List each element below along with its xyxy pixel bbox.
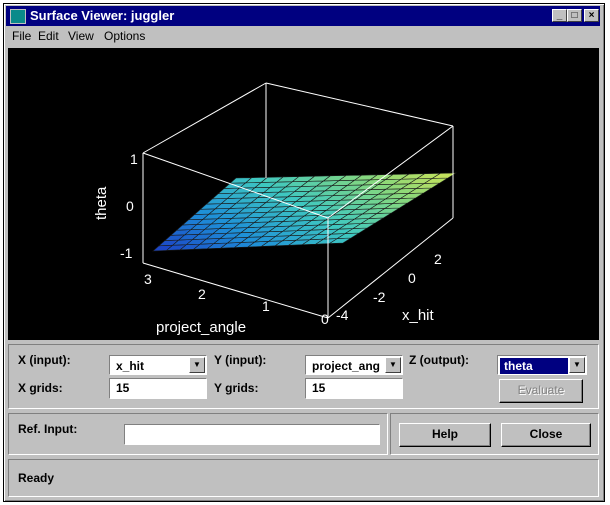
menu-edit[interactable]: Edit: [38, 29, 59, 43]
z-output-value: theta: [500, 358, 568, 374]
menu-view[interactable]: View: [68, 29, 94, 43]
axes-box: [142, 82, 454, 319]
ref-input-panel: Ref. Input:: [8, 413, 388, 455]
maximize-button[interactable]: □: [567, 9, 582, 22]
title-bar[interactable]: Surface Viewer: juggler _ □ ×: [6, 6, 600, 26]
box-edge: [142, 82, 267, 154]
z-tick-label: 0: [126, 198, 134, 214]
app-icon: [10, 9, 26, 24]
z-output-label: Z (output):: [409, 353, 469, 367]
box-edge: [327, 125, 454, 219]
button-panel: Help Close: [390, 413, 599, 455]
status-bar: Ready: [8, 459, 599, 497]
help-button[interactable]: Help: [399, 423, 491, 447]
surface-plot-area[interactable]: 1 0 -1 3 2 1 0 -4 -2 0 2 project_angle x…: [8, 48, 599, 340]
x-axis-label: project_angle: [156, 319, 246, 336]
window-title: Surface Viewer: juggler: [30, 8, 175, 23]
menu-options[interactable]: Options: [104, 29, 146, 43]
menu-bar: File Edit View Options: [6, 27, 600, 45]
x-tick-label: 2: [198, 286, 206, 302]
box-edge: [327, 217, 454, 319]
y-grids-label: Y grids:: [214, 381, 259, 395]
x-input-label: X (input):: [18, 353, 71, 367]
dropdown-arrow-icon[interactable]: ▼: [385, 357, 401, 373]
box-edge: [265, 82, 454, 127]
close-window-button[interactable]: ×: [584, 9, 599, 22]
y-axis-label: x_hit: [402, 307, 435, 324]
z-axis-label: theta: [93, 186, 110, 220]
y-tick-label: -2: [373, 289, 386, 305]
y-input-select[interactable]: project_ang ▼: [305, 355, 403, 375]
surface-patch: [431, 172, 458, 179]
z-tick-label: 1: [130, 151, 138, 167]
x-input-value: x_hit: [116, 359, 145, 373]
x-tick-label: 0: [321, 311, 329, 327]
dropdown-arrow-icon[interactable]: ▼: [189, 357, 205, 373]
x-grids-label: X grids:: [18, 381, 63, 395]
x-tick-label: 3: [144, 271, 152, 287]
box-edge: [142, 262, 329, 319]
ref-input-label: Ref. Input:: [18, 422, 78, 436]
close-button[interactable]: Close: [501, 423, 591, 447]
dropdown-arrow-icon[interactable]: ▼: [569, 357, 585, 373]
input-output-panel: X (input): x_hit ▼ Y (input): project_an…: [8, 344, 599, 409]
box-edge: [142, 152, 329, 219]
x-input-select[interactable]: x_hit ▼: [109, 355, 207, 375]
surface-plot: 1 0 -1 3 2 1 0 -4 -2 0 2 project_angle x…: [93, 82, 458, 336]
y-input-value: project_ang: [312, 359, 381, 373]
y-input-label: Y (input):: [214, 353, 267, 367]
evaluate-button[interactable]: Evaluate: [499, 379, 583, 403]
z-output-select[interactable]: theta ▼: [497, 355, 587, 375]
status-text: Ready: [18, 471, 55, 485]
surface-viewer-window: Surface Viewer: juggler _ □ × File Edit …: [3, 3, 605, 502]
y-tick-label: 2: [434, 251, 442, 267]
y-tick-label: 0: [408, 270, 416, 286]
minimize-button[interactable]: _: [552, 9, 567, 22]
x-tick-label: 1: [262, 298, 270, 314]
z-tick-label: -1: [120, 245, 133, 261]
surface-mesh: [152, 172, 458, 252]
ref-input-field[interactable]: [124, 424, 380, 445]
y-tick-label: -4: [336, 307, 349, 323]
x-grids-field[interactable]: 15: [109, 378, 207, 399]
y-grids-field[interactable]: 15: [305, 378, 403, 399]
menu-file[interactable]: File: [12, 29, 32, 43]
